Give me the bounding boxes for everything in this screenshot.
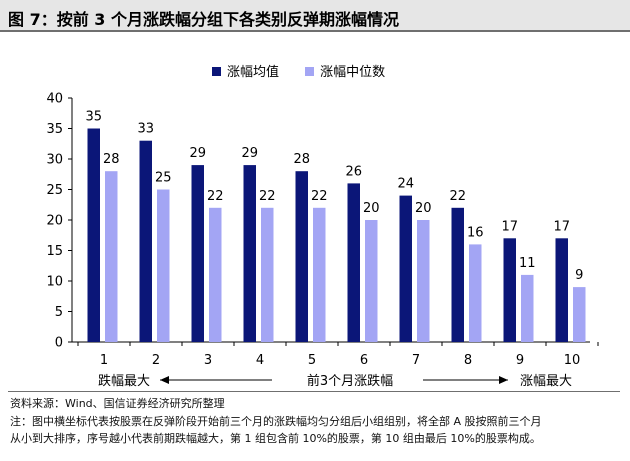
y-tick-label: 10 [46, 275, 63, 290]
bar-mean [243, 165, 256, 342]
data-label-mean: 33 [137, 122, 154, 137]
bar-mean [139, 140, 152, 342]
y-tick-label: 20 [46, 214, 63, 229]
y-tick-label: 5 [55, 305, 63, 320]
bar-median [573, 287, 586, 342]
y-tick-label: 25 [46, 183, 63, 198]
legend-swatch-median [305, 67, 315, 76]
data-label-mean: 35 [85, 110, 102, 125]
bar-mean [347, 183, 360, 342]
x-tick-label: 3 [204, 353, 212, 368]
legend-item-mean: 涨幅均值 [212, 61, 279, 80]
y-tick-label: 0 [55, 336, 63, 351]
annotation-left: 跌幅最大 [98, 373, 150, 389]
x-tick-label: 5 [308, 353, 316, 368]
data-label-median: 20 [415, 201, 432, 216]
annotation-right: 涨幅最大 [520, 374, 572, 389]
data-labels: 35 33 29 29 28 26 24 22 17 17 28 25 22 22 22 20 20 16 11 9 [85, 110, 583, 284]
x-tick-label: 8 [464, 353, 472, 368]
x-tick-label: 6 [360, 353, 368, 368]
data-label-median: 20 [363, 201, 380, 216]
bar-median [105, 171, 118, 342]
data-label-mean: 24 [397, 177, 414, 192]
note-line-1: 注：图中横坐标代表按股票在反弹阶段开始前三个月的涨跌幅均匀分组后小组组别，将全部… [10, 415, 542, 428]
legend-item-median: 涨幅中位数 [305, 61, 385, 80]
y-tick-label: 35 [46, 122, 63, 137]
data-label-median: 16 [467, 225, 484, 240]
data-label-median: 11 [519, 256, 536, 271]
data-label-mean: 29 [189, 146, 206, 161]
legend-swatch-mean [212, 67, 221, 76]
chart-title: 图 7：按前 3 个月涨跌幅分组下各类别反弹期涨幅情况 [8, 10, 399, 29]
source-text: 资料来源：Wind、国信证券经济研究所整理 [10, 397, 225, 410]
data-label-mean: 17 [501, 219, 518, 234]
bar-mean [451, 207, 464, 342]
data-label-median: 25 [155, 171, 172, 186]
data-label-mean: 22 [449, 189, 466, 204]
bar-mean [503, 238, 516, 342]
bar-mean [399, 195, 412, 342]
data-label-mean: 28 [293, 152, 310, 167]
bar-median [313, 207, 326, 342]
y-tick-label: 30 [46, 153, 63, 168]
annotation-center: 前3个月涨跌幅 [307, 373, 393, 389]
bar-median [521, 274, 534, 342]
data-label-median: 22 [311, 189, 328, 204]
y-tick-label: 40 [46, 92, 63, 107]
legend: 涨幅均值 涨幅中位数 [212, 61, 407, 80]
bar-mean [191, 165, 204, 342]
axis-annotation: 跌幅最大 前3个月涨跌幅 涨幅最大 [98, 373, 572, 389]
bar-median [469, 244, 482, 342]
x-tick-label: 1 [100, 353, 108, 368]
bar-median [365, 220, 378, 342]
bar-mean [295, 171, 308, 342]
y-tick-label: 15 [46, 244, 63, 259]
data-label-mean: 29 [241, 146, 258, 161]
bar-median [157, 189, 170, 342]
bar-mean [555, 238, 568, 342]
bar-median [209, 207, 222, 342]
arrow-right-head [499, 376, 508, 384]
data-label-median: 22 [207, 189, 224, 204]
bar-median [261, 207, 274, 342]
title-bar: 图 7：按前 3 个月涨跌幅分组下各类别反弹期涨幅情况 [0, 0, 630, 32]
data-label-median: 9 [575, 268, 583, 283]
bars [87, 128, 586, 342]
bar-median [417, 220, 430, 342]
x-tick-label: 4 [256, 353, 264, 368]
legend-label-median: 涨幅中位数 [320, 65, 386, 80]
data-label-mean: 17 [553, 219, 570, 234]
footer-divider [8, 391, 620, 392]
legend-label-mean: 涨幅均值 [227, 65, 280, 80]
x-tick-label: 9 [516, 353, 524, 368]
x-tick-label: 10 [564, 353, 581, 368]
x-tick-label: 2 [152, 353, 160, 368]
bar-mean [87, 128, 100, 342]
data-label-median: 28 [103, 152, 120, 167]
data-label-mean: 26 [345, 164, 362, 179]
x-tick-label: 7 [412, 353, 420, 368]
arrow-left-head [160, 376, 169, 384]
note-line-2: 从小到大排序，序号越小代表前期跌幅越大，第 1 组包含前 10%的股票，第 10… [10, 432, 541, 445]
data-label-median: 22 [259, 189, 276, 204]
